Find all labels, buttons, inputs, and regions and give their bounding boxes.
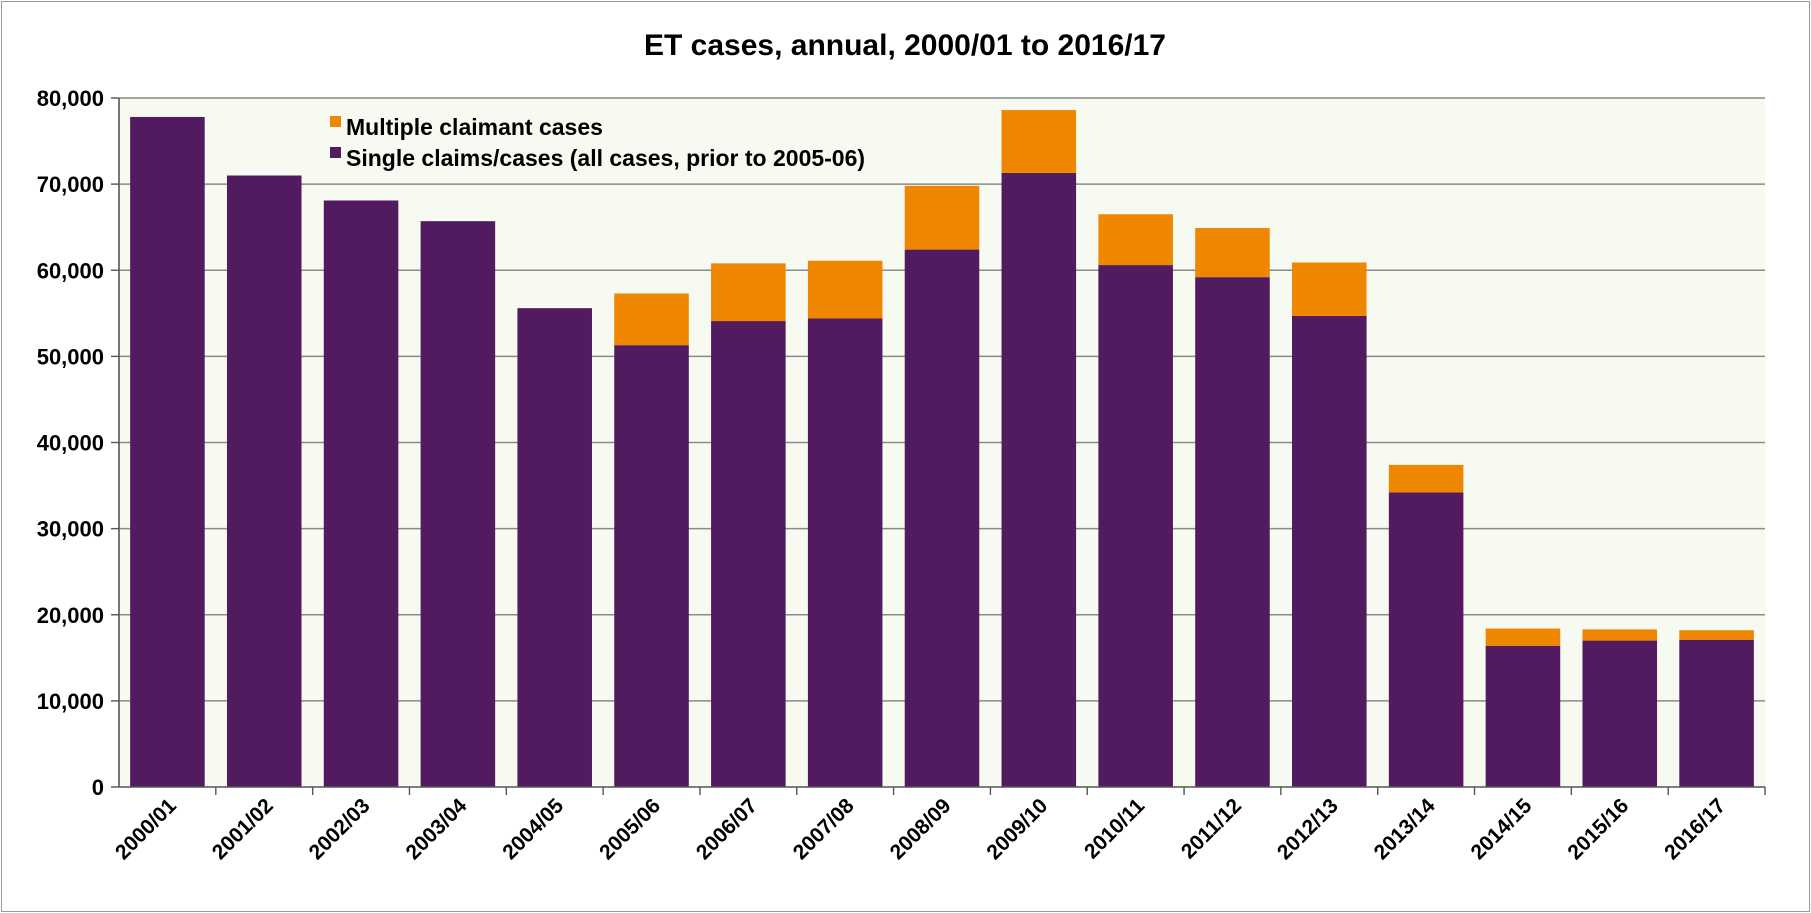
bar-single-2016-17 (1679, 639, 1754, 787)
x-tick-label: 2005/06 (595, 794, 665, 864)
bar-single-2014-15 (1485, 645, 1561, 787)
x-tick-label: 2009/10 (982, 794, 1052, 864)
y-tick-label: 20,000 (37, 603, 104, 628)
y-tick-label: 80,000 (37, 86, 104, 111)
y-tick-label: 10,000 (37, 689, 104, 714)
bar-single-2001-02 (226, 175, 302, 787)
chart-title: ET cases, annual, 2000/01 to 2016/17 (644, 29, 1166, 62)
x-tick-label: 2001/02 (208, 794, 278, 864)
bar-multiple-2016-17 (1679, 630, 1754, 640)
legend-swatch-single (330, 147, 341, 158)
x-tick-label: 2012/13 (1273, 794, 1343, 864)
legend: Multiple claimant cases Single claims/ca… (330, 114, 865, 171)
bar-single-2009-10 (1001, 172, 1077, 787)
bar-single-2003-04 (420, 221, 496, 787)
bar-single-2010-11 (1098, 265, 1173, 787)
bar-multiple-2012-13 (1292, 262, 1367, 316)
axes (118, 98, 1766, 795)
bar-single-2015-16 (1582, 640, 1658, 787)
x-tick-label: 2011/12 (1177, 794, 1246, 863)
legend-swatch-multiple (330, 116, 341, 127)
bar-single-2005-06 (614, 345, 689, 787)
y-tick-label: 0 (92, 775, 104, 800)
bar-single-2006-07 (711, 321, 786, 787)
x-tick-label: 2010/11 (1080, 794, 1149, 863)
bar-single-2011-12 (1195, 277, 1270, 787)
legend-label-multiple: Multiple claimant cases (346, 114, 603, 140)
bar-multiple-2015-16 (1582, 629, 1658, 641)
bar-single-2004-05 (517, 308, 592, 787)
x-tick-label: 2003/04 (401, 794, 471, 864)
bar-single-2012-13 (1292, 315, 1367, 787)
bars (130, 110, 1754, 787)
x-tick-label: 2008/09 (886, 794, 956, 864)
bar-multiple-2005-06 (614, 293, 689, 346)
bar-multiple-2010-11 (1098, 214, 1173, 266)
y-tick-labels: 0 10,000 20,000 30,000 40,000 50,000 60,000 70,… (37, 86, 104, 800)
bar-multiple-2013-14 (1388, 464, 1464, 493)
bar-multiple-2014-15 (1485, 628, 1561, 646)
y-tick-label: 40,000 (37, 431, 104, 456)
x-tick-label: 2013/14 (1370, 794, 1440, 864)
x-tick-label: 2007/08 (789, 794, 859, 864)
legend-label-single: Single claims/cases (all cases, prior to… (346, 145, 865, 171)
x-tick-label: 2002/03 (305, 794, 375, 864)
y-tick-label: 30,000 (37, 517, 104, 542)
bar-multiple-2009-10 (1001, 110, 1077, 173)
bar-multiple-2008-09 (904, 185, 980, 250)
x-tick-label: 2004/05 (498, 794, 568, 864)
bar-multiple-2006-07 (711, 263, 786, 322)
x-tick-label: 2014/15 (1467, 794, 1537, 864)
bar-multiple-2011-12 (1195, 228, 1270, 278)
bar-single-2000-01 (130, 116, 205, 787)
x-tick-label: 2016/17 (1660, 794, 1730, 864)
y-tick-label: 70,000 (37, 172, 104, 197)
bar-single-2002-03 (323, 200, 399, 787)
bar-single-2007-08 (807, 318, 883, 787)
x-tick-labels: 2000/01 2001/02 2002/03 2003/04 2004/05 2005/… (111, 794, 1730, 864)
y-tick-label: 50,000 (37, 344, 104, 369)
x-tick-label: 2006/07 (692, 794, 762, 864)
x-tick-label: 2015/16 (1563, 794, 1633, 864)
bar-multiple-2007-08 (807, 260, 883, 319)
bar-single-2013-14 (1388, 492, 1464, 787)
bar-single-2008-09 (904, 249, 980, 787)
y-tick-label: 60,000 (37, 258, 104, 283)
x-tick-label: 2000/01 (111, 794, 181, 864)
